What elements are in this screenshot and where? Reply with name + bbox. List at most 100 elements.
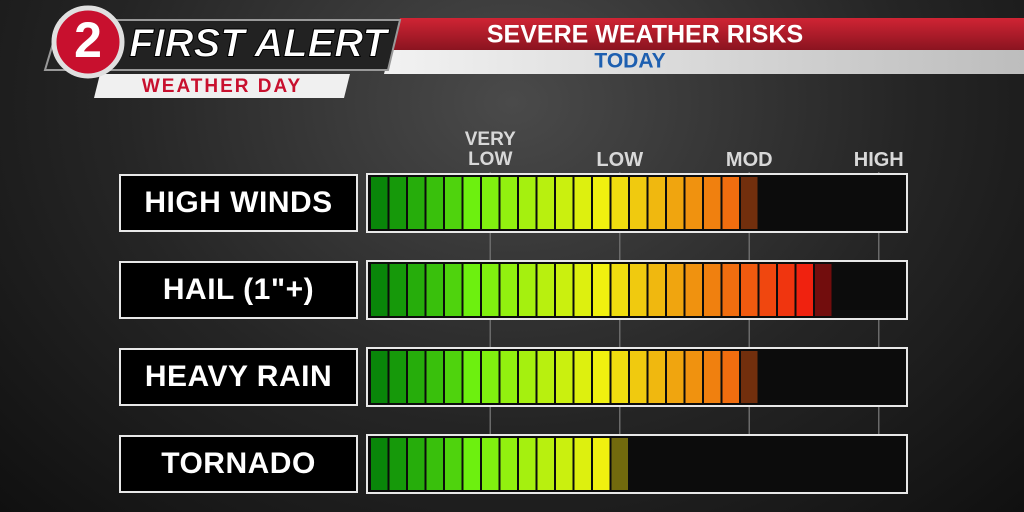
bar-segment <box>408 177 425 229</box>
x-tick-label: VERY LOW <box>464 129 516 170</box>
bar-segment <box>611 264 628 316</box>
subtitle-banner <box>384 50 1024 74</box>
bar-segment <box>685 264 702 316</box>
category-label: TORNADO <box>119 435 358 493</box>
bar-segment <box>408 264 425 316</box>
bar-segment <box>722 264 739 316</box>
bar-segment <box>648 264 665 316</box>
bar-segment <box>519 438 536 490</box>
bar-segment <box>574 177 591 229</box>
bar-segment <box>722 351 739 403</box>
bar-segment <box>778 264 795 316</box>
bar-segment <box>500 264 517 316</box>
bar-segment <box>408 438 425 490</box>
bar-segment <box>500 438 517 490</box>
brand: FIRST ALERT <box>129 22 390 66</box>
bar-segment <box>556 351 573 403</box>
bar-segment <box>796 264 813 316</box>
bar-segment <box>500 351 517 403</box>
bar-segment <box>611 351 628 403</box>
logo-back <box>43 19 402 71</box>
bar-segment <box>556 438 573 490</box>
bar-segment <box>574 264 591 316</box>
bar-segment <box>426 438 443 490</box>
bar-segment <box>667 351 684 403</box>
logo-circle <box>51 5 125 79</box>
bar-segment <box>741 351 758 403</box>
bar-segment <box>519 264 536 316</box>
bar-segment <box>500 177 517 229</box>
bar-segment <box>537 438 554 490</box>
bar-segment <box>741 264 758 316</box>
bar-segment <box>648 177 665 229</box>
bar-segment <box>611 177 628 229</box>
bar-segment <box>574 438 591 490</box>
bar-segment <box>722 177 739 229</box>
bar-segment <box>463 438 480 490</box>
bar-segment <box>389 264 406 316</box>
category-label: HEAVY RAIN <box>119 348 358 406</box>
x-tick-label: HIGH <box>853 149 904 171</box>
bar-segment <box>482 438 499 490</box>
bar-segment <box>759 264 776 316</box>
title-banner <box>390 18 1024 50</box>
bar-segment <box>630 264 647 316</box>
bar-segment <box>408 351 425 403</box>
bar-segment <box>630 351 647 403</box>
bar-segment <box>482 177 499 229</box>
bar-segment <box>426 177 443 229</box>
bar-segment <box>556 264 573 316</box>
bars <box>366 173 908 494</box>
bar-segment <box>815 264 832 316</box>
bar-segment <box>704 351 721 403</box>
bar-segment <box>648 351 665 403</box>
bar-segment <box>463 351 480 403</box>
bar-segment <box>704 177 721 229</box>
bar-segment <box>463 177 480 229</box>
bar-segment <box>667 177 684 229</box>
bar-segment <box>445 264 462 316</box>
bar-segment <box>445 351 462 403</box>
bar-segment <box>389 438 406 490</box>
tag: WEATHER DAY <box>142 76 302 97</box>
bar-segment <box>685 351 702 403</box>
x-tick-label: MOD <box>725 149 773 171</box>
bar-segment <box>482 264 499 316</box>
chart-subtitle: TODAY <box>594 50 665 73</box>
bar-segment <box>593 438 610 490</box>
bar-segment <box>519 177 536 229</box>
tag-strip <box>94 74 350 98</box>
bar-segment <box>482 351 499 403</box>
bar-segment <box>389 351 406 403</box>
bar-segment <box>741 177 758 229</box>
bar-segment <box>574 351 591 403</box>
bar-segment <box>371 264 388 316</box>
x-tick-label: LOW <box>596 149 644 171</box>
bar-segment <box>593 177 610 229</box>
bar-segment <box>426 351 443 403</box>
bar-segment <box>371 177 388 229</box>
bar-segment <box>371 351 388 403</box>
bar-segment <box>371 438 388 490</box>
chart-title: SEVERE WEATHER RISKS <box>487 21 803 49</box>
category-label: HAIL (1"+) <box>119 261 358 319</box>
bar-segment <box>445 438 462 490</box>
category-label: HIGH WINDS <box>119 174 358 232</box>
bar-segment <box>537 351 554 403</box>
bar-segment <box>445 177 462 229</box>
bar-segment <box>704 264 721 316</box>
bar-segment <box>556 177 573 229</box>
bar-segment <box>685 177 702 229</box>
bar-segment <box>463 264 480 316</box>
bar-segment <box>519 351 536 403</box>
bar-segment <box>537 264 554 316</box>
bar-segment <box>667 264 684 316</box>
bar-segment <box>426 264 443 316</box>
bar-segment <box>537 177 554 229</box>
bar-segment <box>611 438 628 490</box>
bar-segment <box>593 351 610 403</box>
logo-number: 2 <box>74 12 102 68</box>
